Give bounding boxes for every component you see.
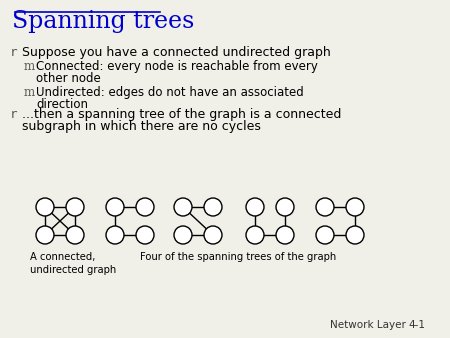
Text: subgraph in which there are no cycles: subgraph in which there are no cycles	[22, 120, 261, 133]
Circle shape	[36, 198, 54, 216]
Circle shape	[316, 198, 334, 216]
Text: m: m	[24, 60, 35, 73]
Text: r: r	[10, 108, 18, 121]
Circle shape	[246, 226, 264, 244]
Text: Network Layer: Network Layer	[330, 320, 406, 330]
Text: A connected,
undirected graph: A connected, undirected graph	[30, 252, 116, 275]
Circle shape	[204, 226, 222, 244]
Circle shape	[174, 226, 192, 244]
Text: Undirected: edges do not have an associated: Undirected: edges do not have an associa…	[36, 86, 304, 99]
Text: m: m	[24, 86, 35, 99]
Circle shape	[276, 226, 294, 244]
Text: r: r	[10, 46, 18, 59]
Text: ...then a spanning tree of the graph is a connected: ...then a spanning tree of the graph is …	[22, 108, 342, 121]
Text: Connected: every node is reachable from every: Connected: every node is reachable from …	[36, 60, 318, 73]
Text: Spanning trees: Spanning trees	[12, 10, 194, 33]
Circle shape	[246, 198, 264, 216]
Circle shape	[174, 198, 192, 216]
Circle shape	[204, 198, 222, 216]
Text: Four of the spanning trees of the graph: Four of the spanning trees of the graph	[140, 252, 336, 262]
Circle shape	[346, 198, 364, 216]
Circle shape	[136, 226, 154, 244]
Text: other node: other node	[36, 72, 101, 85]
Text: Suppose you have a connected undirected graph: Suppose you have a connected undirected …	[22, 46, 331, 59]
Circle shape	[66, 198, 84, 216]
Circle shape	[106, 226, 124, 244]
Circle shape	[66, 226, 84, 244]
Circle shape	[346, 226, 364, 244]
Text: 4-1: 4-1	[408, 320, 425, 330]
Circle shape	[276, 198, 294, 216]
Text: direction: direction	[36, 98, 88, 111]
Circle shape	[136, 198, 154, 216]
Circle shape	[106, 198, 124, 216]
Circle shape	[316, 226, 334, 244]
Circle shape	[36, 226, 54, 244]
